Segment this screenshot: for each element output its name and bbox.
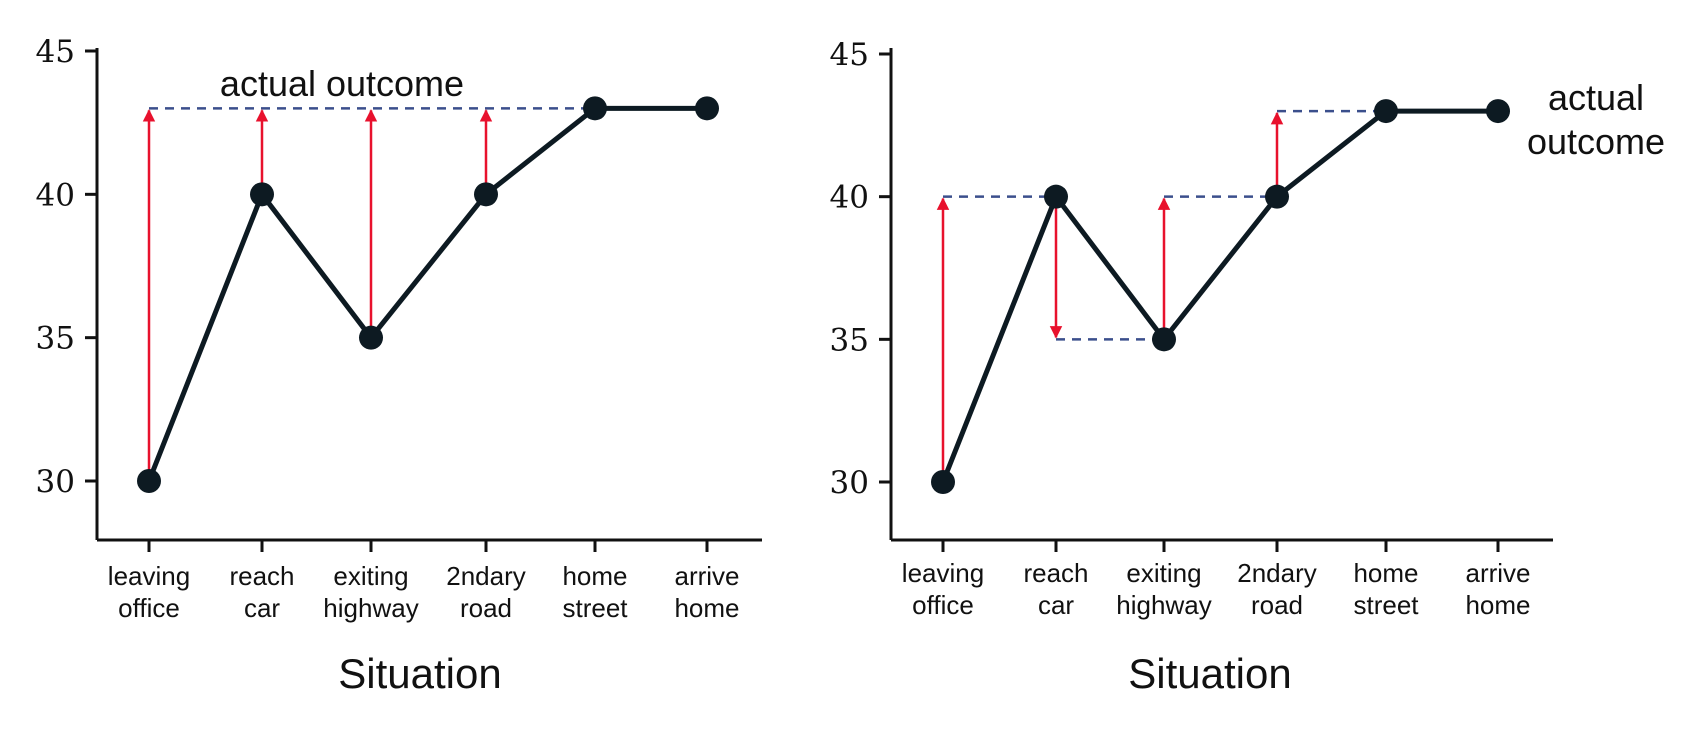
y-tick-label: 30: [36, 464, 75, 500]
x-tick-label-line: leaving: [902, 558, 984, 588]
y-tick-label: 45: [830, 37, 869, 73]
value-series-line: [146, 105, 707, 482]
data-point: [474, 182, 498, 207]
x-tick-label-line: street: [1353, 590, 1419, 620]
x-tick-label-line: 2ndary: [1237, 558, 1317, 588]
x-axis-title: Situation: [1128, 650, 1291, 697]
value-series-line: [940, 108, 1498, 483]
actual-outcome-label: actual outcome: [1527, 77, 1665, 162]
data-point: [359, 325, 383, 350]
x-tick-label: leaving office: [902, 558, 984, 620]
y-tick-label: 35: [830, 322, 869, 358]
y-tick-label: 45: [36, 34, 75, 70]
x-tick-label-line: highway: [1116, 590, 1211, 620]
x-tick-label: home street: [1353, 558, 1419, 620]
x-tick-label-line: road: [460, 593, 512, 623]
x-tick-label-line: road: [1251, 590, 1303, 620]
y-tick-label: 40: [36, 177, 75, 213]
x-tick-label-line: exiting: [333, 561, 408, 591]
x-tick-label-line: car: [244, 593, 280, 623]
x-tick-label-line: office: [118, 593, 180, 623]
x-axis-title: Situation: [338, 650, 501, 697]
x-tick-label: exiting highway: [1116, 558, 1211, 620]
x-tick-label-line: leaving: [108, 561, 190, 591]
x-tick-label: reach car: [1023, 558, 1088, 620]
y-tick-label: 30: [830, 465, 869, 501]
x-tick-label-line: home: [1465, 590, 1530, 620]
x-tick-label-line: car: [1038, 590, 1074, 620]
x-tick-label-line: 2ndary: [446, 561, 526, 591]
data-point: [1374, 99, 1398, 124]
x-tick-label: home street: [562, 561, 628, 623]
data-point: [583, 96, 607, 121]
x-tick-label: arrive home: [1465, 558, 1530, 620]
x-tick-label-line: home: [562, 561, 627, 591]
x-tick-label: 2ndary road: [446, 561, 526, 623]
x-tick-label-line: home: [674, 593, 739, 623]
x-tick-label-line: reach: [229, 561, 294, 591]
x-tick-label-line: exiting: [1126, 558, 1201, 588]
x-tick-label-line: arrive: [1465, 558, 1530, 588]
data-point: [1152, 327, 1176, 352]
x-tick-label: exiting highway: [323, 561, 418, 623]
data-point: [250, 182, 274, 207]
actual-outcome-label: actual outcome: [220, 63, 464, 104]
x-tick-label: arrive home: [674, 561, 739, 623]
data-point: [931, 470, 955, 494]
x-tick-label: 2ndary road: [1237, 558, 1317, 620]
data-point: [1265, 184, 1289, 209]
actual-outcome-label-line: actual: [1548, 77, 1644, 118]
x-tick-label: reach car: [229, 561, 294, 623]
x-tick-label-line: reach: [1023, 558, 1088, 588]
y-tick-label: 40: [830, 180, 869, 216]
x-tick-label-line: office: [912, 590, 974, 620]
data-point: [1486, 99, 1510, 124]
x-tick-label: leaving office: [108, 561, 190, 623]
right-panel: 30 35 40 45 leaving office reach car exiting high…: [830, 37, 1665, 697]
y-tick-label: 35: [36, 321, 75, 357]
actual-outcome-label-line: actual outcome: [220, 63, 464, 104]
x-tick-label-line: street: [562, 593, 628, 623]
left-panel: 30 35 40 45 leaving office reach car exiting high…: [36, 34, 762, 697]
actual-outcome-label-line: outcome: [1527, 121, 1665, 162]
x-tick-label-line: home: [1353, 558, 1418, 588]
x-tick-label-line: highway: [323, 593, 418, 623]
x-tick-label-line: arrive: [674, 561, 739, 591]
data-point: [137, 469, 161, 493]
data-point: [695, 96, 719, 121]
data-point: [1044, 184, 1068, 209]
